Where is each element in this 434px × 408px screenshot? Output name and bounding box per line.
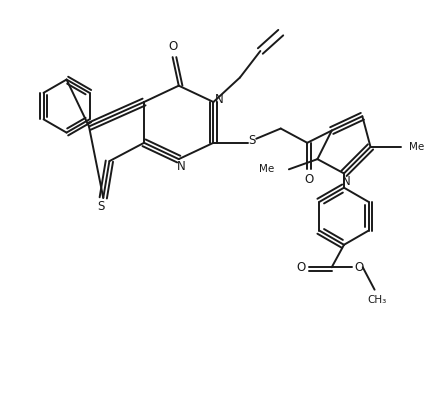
Text: O: O (168, 40, 177, 53)
Text: N: N (176, 160, 185, 173)
Text: N: N (215, 93, 224, 106)
Text: CH₃: CH₃ (366, 295, 385, 305)
Text: N: N (341, 175, 350, 188)
Text: O: O (296, 261, 305, 274)
Text: O: O (304, 173, 313, 186)
Text: S: S (248, 134, 255, 147)
Text: Me: Me (259, 164, 274, 174)
Text: O: O (354, 261, 363, 274)
Text: Me: Me (408, 142, 424, 152)
Text: S: S (97, 200, 105, 213)
